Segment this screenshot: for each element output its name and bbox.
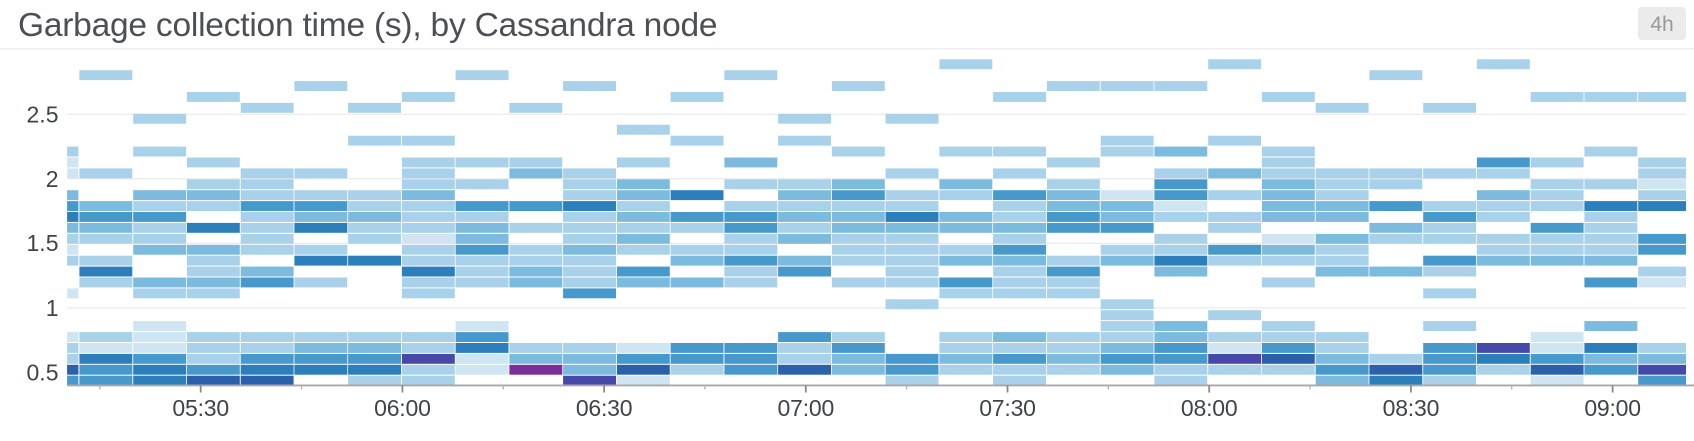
svg-text:2.5: 2.5 xyxy=(27,101,59,127)
svg-text:09:00: 09:00 xyxy=(1584,395,1641,421)
svg-text:4h: 4h xyxy=(1650,13,1673,36)
svg-text:0.5: 0.5 xyxy=(27,359,59,385)
svg-text:08:00: 08:00 xyxy=(1181,395,1238,421)
svg-text:06:30: 06:30 xyxy=(576,395,633,421)
svg-text:08:30: 08:30 xyxy=(1383,395,1440,421)
svg-text:Garbage collection time (s), b: Garbage collection time (s), by Cassandr… xyxy=(18,7,717,44)
svg-text:07:00: 07:00 xyxy=(778,395,835,421)
svg-text:2: 2 xyxy=(46,166,59,192)
svg-text:06:00: 06:00 xyxy=(374,395,431,421)
svg-text:1.5: 1.5 xyxy=(27,230,59,256)
svg-text:1: 1 xyxy=(46,295,59,321)
svg-text:05:30: 05:30 xyxy=(172,395,229,421)
svg-text:07:30: 07:30 xyxy=(979,395,1036,421)
